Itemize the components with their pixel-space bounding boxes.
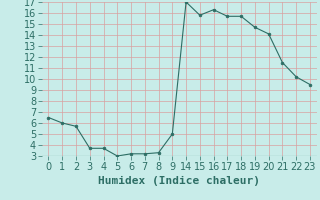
X-axis label: Humidex (Indice chaleur): Humidex (Indice chaleur) [98,176,260,186]
